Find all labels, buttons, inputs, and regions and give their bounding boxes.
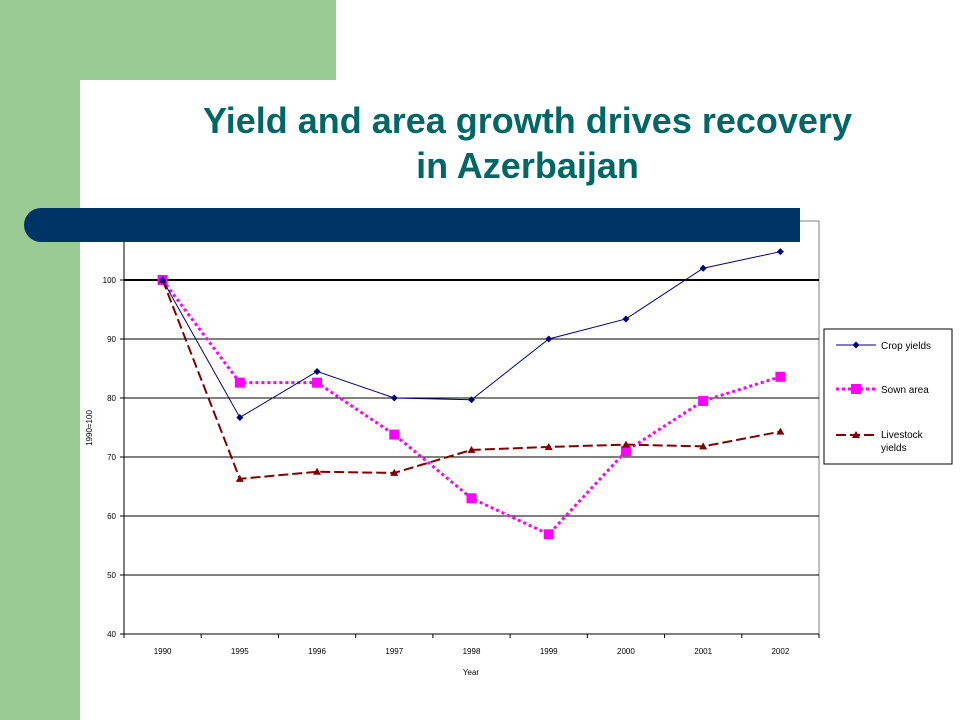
legend-box (823, 328, 953, 465)
slide-title-line-1: Yield and area growth drives recovery (203, 100, 852, 141)
data-point (622, 315, 630, 323)
data-point (621, 440, 630, 448)
data-point (313, 467, 322, 475)
data-point (312, 377, 323, 388)
data-point (544, 442, 553, 450)
x-axis-title: Year (463, 668, 480, 677)
data-point (389, 429, 400, 440)
legend-item: Crop yields (836, 341, 931, 352)
data-point (234, 377, 245, 388)
y-axis-title: 1990=100 (85, 410, 94, 446)
x-tick-label: 2002 (771, 647, 789, 656)
x-tick-label: 1995 (231, 647, 249, 656)
legend-label: Livestock (881, 430, 924, 441)
x-tick-label: 1998 (463, 647, 481, 656)
x-tick-label: 1996 (308, 647, 326, 656)
y-tick-label: 50 (107, 571, 116, 580)
series-crop-yields (159, 248, 784, 421)
legend-label: Sown area (881, 385, 929, 396)
top-green-block (80, 0, 336, 80)
x-tick-label: 1999 (540, 647, 558, 656)
y-tick-label: 60 (107, 512, 116, 521)
y-tick-label: 90 (107, 335, 116, 344)
legend-item: Sown area (836, 384, 929, 396)
data-point (467, 445, 476, 453)
x-tick-label: 1990 (154, 647, 172, 656)
x-tick-label: 1997 (385, 647, 403, 656)
data-point (466, 493, 477, 504)
x-tick-label: 2001 (694, 647, 712, 656)
data-point (545, 335, 553, 343)
legend-label: yields (881, 443, 907, 454)
y-tick-label: 70 (107, 453, 116, 462)
slide-title-line-2: in Azerbaijan (416, 145, 639, 186)
data-point (390, 468, 399, 476)
legend-swatch-marker (852, 431, 860, 438)
legend: Crop yields Sown area Livestock yields (836, 341, 931, 454)
data-point (699, 442, 708, 450)
y-tick-label: 40 (107, 630, 116, 639)
data-point (468, 396, 475, 404)
data-point (776, 427, 785, 435)
data-point (543, 529, 554, 540)
data-point (775, 371, 786, 382)
plot-area (123, 220, 820, 635)
x-axis-tick-labels: 1990 1995 1996 1997 1998 1999 2000 2001 2002 (154, 647, 790, 656)
y-tick-label: 80 (107, 394, 116, 403)
data-point (698, 395, 709, 406)
data-series (157, 248, 786, 540)
title-divider-bar (24, 208, 800, 242)
y-tick-label: 100 (103, 276, 117, 285)
data-point (235, 474, 244, 482)
axes (120, 220, 820, 638)
data-point (236, 413, 244, 421)
legend-swatch-marker (852, 341, 860, 349)
y-axis-tick-labels: 405060708090100110 (103, 217, 117, 639)
data-point (313, 367, 321, 375)
x-tick-label: 2000 (617, 647, 635, 656)
data-point (776, 248, 784, 256)
legend-swatch-marker (851, 384, 861, 394)
data-point (390, 394, 398, 402)
legend-label: Crop yields (881, 341, 931, 352)
left-green-band (0, 0, 80, 720)
data-point (699, 264, 707, 272)
slide-title: Yield and area growth drives recovery in… (120, 98, 935, 188)
legend-item: Livestock yields (836, 430, 924, 454)
data-point (620, 446, 631, 457)
data-point (159, 276, 167, 284)
